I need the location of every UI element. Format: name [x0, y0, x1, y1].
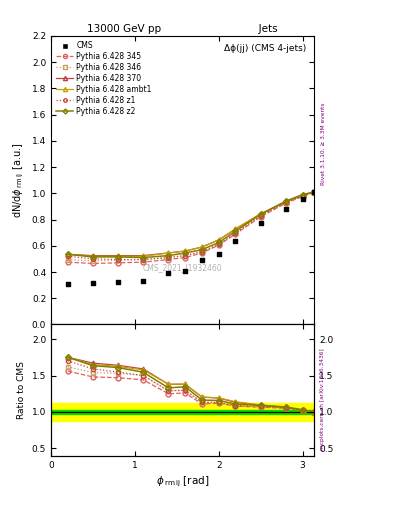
Text: mcplots.cern.ch [arXiv:1306.3436]: mcplots.cern.ch [arXiv:1306.3436]: [320, 349, 325, 450]
Point: [232, 237, 239, 245]
Text: CMS_2021_I1932460: CMS_2021_I1932460: [143, 264, 222, 272]
Point: [115, 279, 121, 287]
Text: Rivet 3.1.10, ≥ 3.3M events: Rivet 3.1.10, ≥ 3.3M events: [320, 102, 325, 185]
Y-axis label: dN/d$\phi_{\rm\,rm\,ij}$ [a.u.]: dN/d$\phi_{\rm\,rm\,ij}$ [a.u.]: [12, 142, 26, 218]
Point: [140, 277, 147, 285]
Legend: CMS, Pythia 6.428 345, Pythia 6.428 346, Pythia 6.428 370, Pythia 6.428 ambt1, P: CMS, Pythia 6.428 345, Pythia 6.428 346,…: [55, 39, 153, 117]
Y-axis label: Ratio to CMS: Ratio to CMS: [17, 361, 26, 419]
Point: [90, 279, 96, 287]
Point: [182, 267, 188, 275]
Point: [199, 256, 205, 264]
Point: [257, 219, 264, 227]
Title: 13000 GeV pp                              Jets: 13000 GeV pp Jets: [87, 24, 278, 34]
Point: [65, 281, 71, 289]
Text: Δϕ(jj) (CMS 4-jets): Δϕ(jj) (CMS 4-jets): [224, 45, 307, 53]
Point: [216, 249, 222, 258]
Point: [283, 205, 289, 213]
Point: [165, 269, 172, 277]
X-axis label: $\phi_{\rm\,rm\,ij}$ [rad]: $\phi_{\rm\,rm\,ij}$ [rad]: [156, 475, 209, 489]
Point: [311, 188, 318, 196]
Point: [299, 195, 306, 203]
